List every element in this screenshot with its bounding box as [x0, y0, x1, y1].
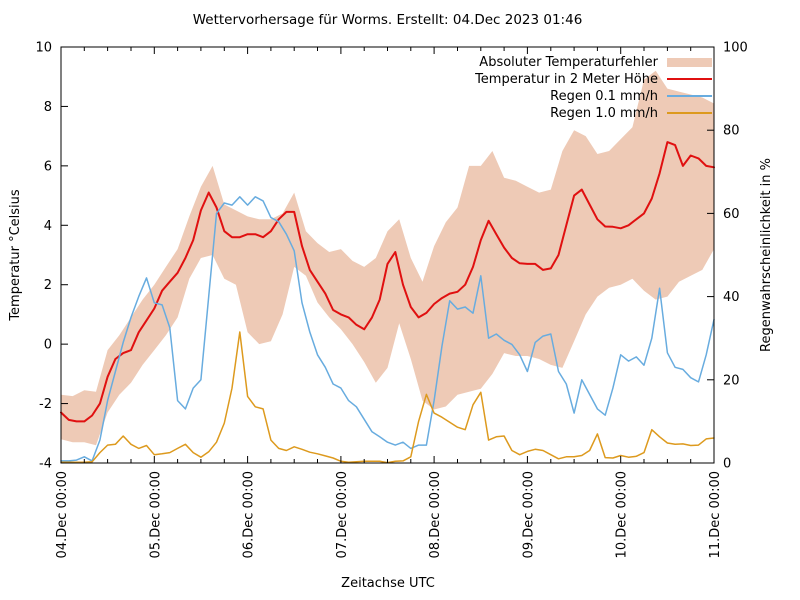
- x-tick-label: 11.Dec 00:00: [708, 471, 723, 558]
- y-axis-label-right: Regenwahrscheinlichkeit in %: [759, 158, 774, 352]
- legend-label: Temperatur in 2 Meter Höhe: [475, 71, 658, 87]
- legend-item-rain-10: Regen 1.0 mm/h: [550, 105, 712, 121]
- series-line: [60, 196, 715, 462]
- legend-item-rain-01: Regen 0.1 mm/h: [550, 88, 712, 104]
- y-tick-label-right: 40: [723, 290, 740, 305]
- y-tick-label-left: 10: [35, 41, 52, 56]
- legend-label: Regen 0.1 mm/h: [550, 88, 658, 104]
- y-axis-label-left: Temperatur °Celsius: [8, 189, 23, 322]
- y-tick-label-right: 60: [723, 207, 740, 222]
- series-line: [60, 141, 715, 423]
- x-tick-label: 05.Dec 00:00: [148, 471, 163, 558]
- y-tick-label-right: 0: [723, 457, 731, 472]
- y-tick-label-right: 20: [723, 373, 740, 388]
- red-line-swatch-icon: [667, 78, 712, 80]
- orange-line-swatch-icon: [667, 112, 712, 114]
- band-swatch-icon: [667, 57, 712, 67]
- x-tick-label: 09.Dec 00:00: [521, 471, 536, 558]
- y-tick-label-left: 8: [44, 100, 52, 115]
- x-tick-label: 08.Dec 00:00: [428, 471, 443, 558]
- y-tick-label-left: 2: [44, 278, 52, 293]
- legend-label: Regen 1.0 mm/h: [550, 105, 658, 121]
- y-tick-label-left: -4: [39, 457, 52, 472]
- y-tick-label-right: 80: [723, 124, 740, 139]
- y-tick-label-left: 0: [44, 338, 52, 353]
- legend: Absoluter Temperaturfehler Temperatur in…: [0, 54, 712, 121]
- y-tick-label-left: 4: [44, 219, 52, 234]
- y-tick-label-right: 100: [723, 41, 748, 56]
- legend-item-temperature-error: Absoluter Temperaturfehler: [479, 54, 712, 70]
- x-tick-label: 07.Dec 00:00: [335, 471, 350, 558]
- chart-title: Wettervorhersage für Worms. Erstellt: 04…: [192, 12, 583, 28]
- y-tick-label-left: -2: [39, 397, 52, 412]
- blue-line-swatch-icon: [667, 95, 712, 97]
- legend-item-temperature: Temperatur in 2 Meter Höhe: [475, 71, 712, 87]
- x-tick-label: 06.Dec 00:00: [242, 471, 257, 558]
- temperature-error-band: [61, 70, 714, 446]
- y-tick-label-left: 6: [44, 159, 52, 174]
- x-tick-label: 10.Dec 00:00: [615, 471, 630, 558]
- x-axis-label: Zeitachse UTC: [341, 576, 435, 591]
- axes-and-ticks: [60, 46, 715, 464]
- band-area: [61, 70, 714, 446]
- x-tick-label: 04.Dec 00:00: [55, 471, 70, 558]
- legend-label: Absoluter Temperaturfehler: [479, 54, 658, 70]
